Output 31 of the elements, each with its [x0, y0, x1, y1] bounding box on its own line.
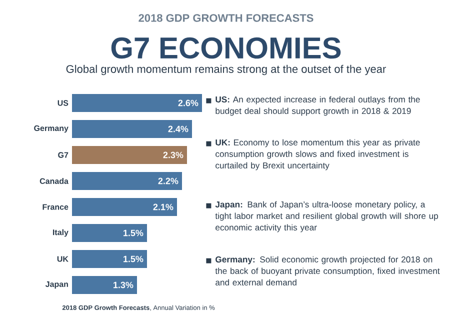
bar — [72, 172, 182, 190]
bar — [72, 120, 192, 138]
text: US: An expected increase in federal outlays from the budget deal should support growth in 2018 & 2019 — [216, 96, 420, 116]
data-label: 1.5% — [124, 256, 144, 262]
chart-title: G7 ECONOMIES — [111, 37, 341, 59]
y-tick-label: France — [42, 204, 68, 210]
text: Germany: Solid economic growth projected for 2018 on the back of buoyant private consumption, fixed investment and external demand — [215, 256, 440, 286]
bar — [72, 250, 148, 268]
bar — [72, 146, 187, 164]
y-tick-label: G7 — [58, 152, 68, 158]
bar — [72, 94, 202, 112]
data-label: 2.6% — [178, 100, 198, 106]
y-tick-label: UK — [57, 256, 68, 262]
text: Global growth momentum remains strong at the outset of the year — [66, 64, 386, 76]
data-label: 2.2% — [158, 178, 178, 184]
y-tick-label: US — [58, 100, 68, 106]
data-label: 2.1% — [153, 204, 174, 210]
text: UK: Economy to lose momentum this year as private consumption growth slows and fixed investment is curtailed by Brexit uncertainty — [216, 139, 420, 170]
y-tick-label: Japan — [45, 281, 68, 289]
y-tick-label: Canada — [40, 178, 69, 184]
bar — [72, 198, 177, 216]
bar — [72, 224, 148, 242]
data-label: 1.3% — [114, 282, 134, 288]
text: 2018 GDP GROWTH FORECASTS — [138, 14, 314, 22]
data-label: 2.3% — [163, 152, 184, 158]
data-label: 1.5% — [124, 230, 144, 236]
bar — [72, 276, 137, 294]
y-tick-label: Germany — [34, 125, 68, 133]
data-label: 2.4% — [168, 126, 188, 132]
text: Japan: Bank of Japan’s ultra-loose monetary policy, a tight labor market and resilient global growth will shore up economic activity this year — [215, 201, 438, 232]
y-tick-label: Italy — [52, 229, 68, 237]
